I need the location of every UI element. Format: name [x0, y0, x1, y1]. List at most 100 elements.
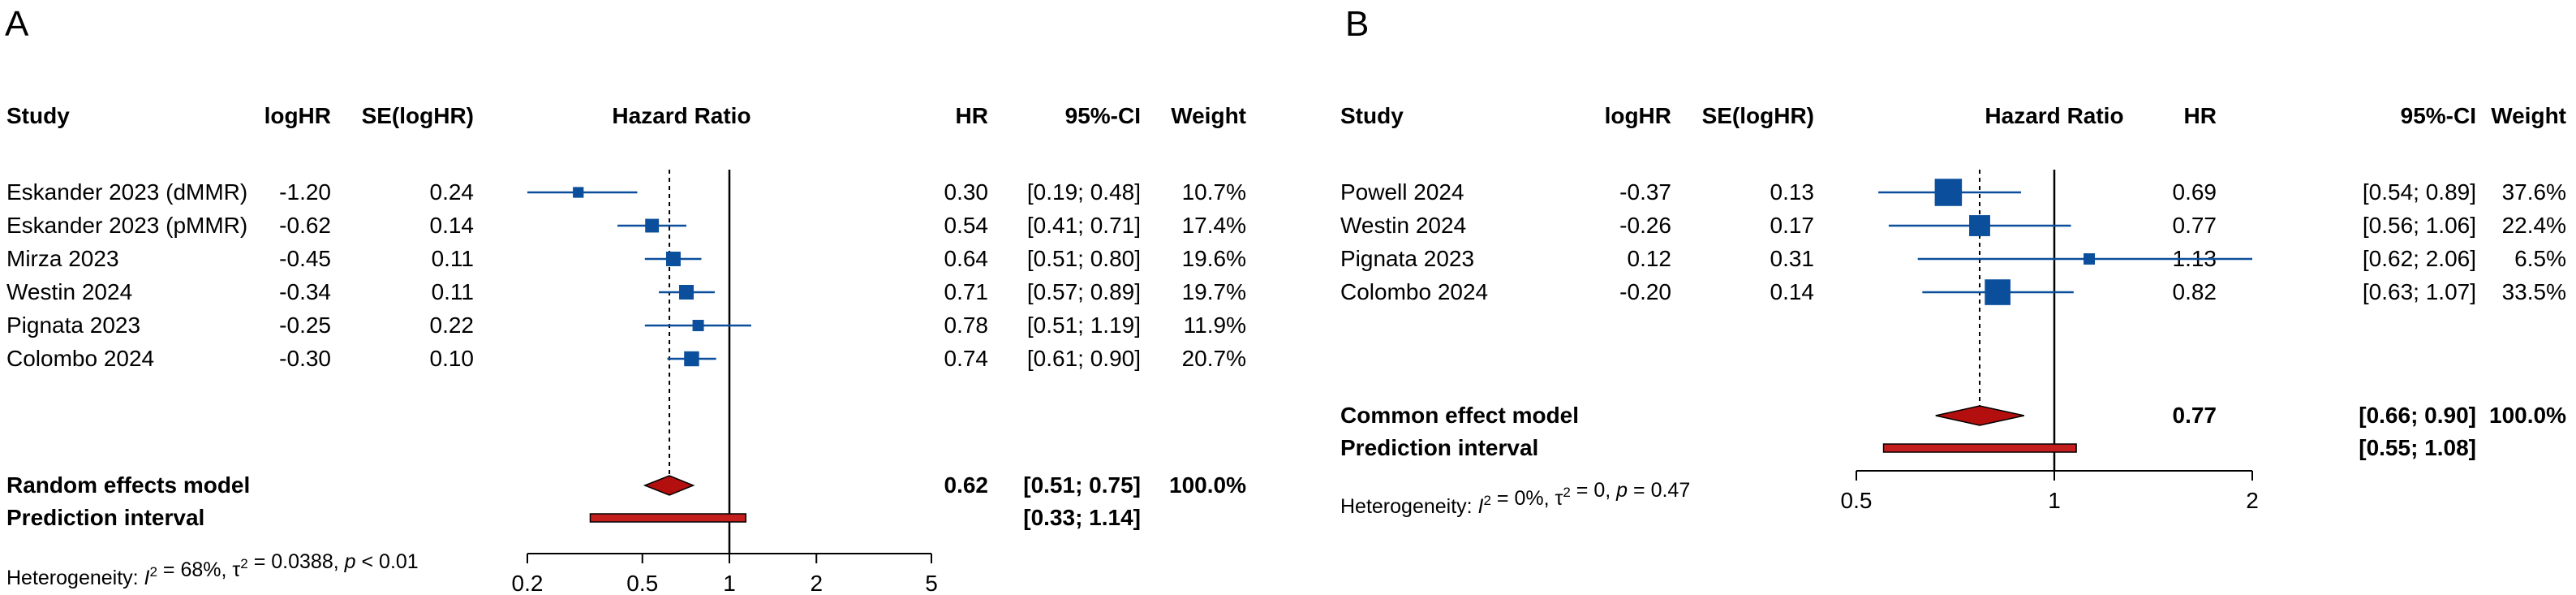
study-loghr: -0.26 [1619, 213, 1671, 238]
x-axis-tick-label: 0.5 [1841, 488, 1873, 513]
summary-diamond [1935, 405, 2025, 426]
panel-label: A [5, 4, 29, 44]
summary-diamond [643, 475, 695, 496]
study-effect-box [2084, 253, 2095, 265]
study-weight: 6.5% [2514, 246, 2566, 271]
header-study: Study [1340, 103, 1404, 128]
study-name: Eskander 2023 (dMMR) [6, 179, 247, 205]
study-name: Powell 2024 [1340, 179, 1464, 205]
study-hr: 0.82 [2173, 279, 2217, 304]
study-se: 0.22 [430, 313, 475, 338]
study-weight: 37.6% [2502, 179, 2566, 205]
study-ci: [0.19; 0.48] [1027, 179, 1141, 205]
study-hr: 0.78 [944, 313, 989, 338]
study-name: Mirza 2023 [6, 246, 119, 271]
header-weight: Weight [1171, 103, 1246, 128]
study-ci: [0.41; 0.71] [1027, 213, 1141, 238]
study-loghr: -0.45 [279, 246, 331, 271]
study-weight: 20.7% [1182, 346, 1246, 371]
summary-label: Random effects model [6, 472, 250, 498]
study-se: 0.11 [432, 246, 474, 271]
study-effect-box [684, 351, 699, 367]
forest-panel-b: B Study logHR SE(logHR) Hazard Ratio HR 95%-CI… [1340, 4, 2566, 518]
header-weight: Weight [2491, 103, 2566, 128]
study-loghr: -1.20 [279, 179, 331, 205]
tau-symbol: , τ [1544, 487, 1563, 510]
x-axis-tick-label: 0.2 [512, 571, 544, 595]
study-se: 0.31 [1770, 246, 1815, 271]
study-ci: [0.62; 2.06] [2363, 246, 2476, 271]
header-se-loghr: SE(logHR) [362, 103, 474, 128]
study-loghr: 0.12 [1628, 246, 1672, 271]
study-name: Eskander 2023 (pMMR) [6, 213, 247, 238]
study-loghr: -0.62 [279, 213, 331, 238]
equals-sign: = [1491, 487, 1515, 510]
study-weight: 22.4% [2502, 213, 2566, 238]
equals-sign: = [157, 558, 181, 581]
study-effect-box [679, 285, 695, 300]
x-axis-tick-label: 5 [925, 571, 938, 595]
heterogeneity-prefix: Heterogeneity: [6, 567, 144, 589]
study-weight: 10.7% [1182, 179, 1246, 205]
summary-ci: [0.66; 0.90] [2359, 403, 2476, 428]
prediction-ci: [0.55; 1.08] [2359, 435, 2476, 460]
tau2-value: 0.0388 [271, 550, 333, 573]
header-loghr: logHR [264, 103, 331, 128]
separator: , [333, 550, 345, 573]
study-loghr: -0.20 [1619, 279, 1671, 304]
study-ci: [0.56; 1.06] [2363, 213, 2476, 238]
study-effect-box [1985, 279, 2010, 305]
header-study: Study [6, 103, 70, 128]
header-hazard-ratio: Hazard Ratio [612, 103, 750, 128]
study-ci: [0.54; 0.89] [2363, 179, 2476, 205]
study-hr: 0.69 [2173, 179, 2217, 205]
study-ci: [0.51; 0.80] [1027, 246, 1141, 271]
p-value: = 0.47 [1628, 479, 1690, 502]
tau-superscript: 2 [240, 556, 247, 571]
study-se: 0.10 [430, 346, 475, 371]
study-hr: 0.71 [944, 279, 989, 304]
summary-hr: 0.62 [944, 472, 989, 498]
study-name: Westin 2024 [1340, 213, 1466, 238]
study-hr: 0.64 [944, 246, 989, 271]
summary-ci: [0.51; 0.75] [1023, 472, 1141, 498]
x-axis-tick-label: 2 [810, 571, 823, 595]
x-axis-tick-label: 1 [723, 571, 736, 595]
study-ci: [0.57; 0.89] [1027, 279, 1141, 304]
p-symbol: p [1615, 479, 1628, 502]
i2-value: 68% [180, 558, 221, 581]
study-name: Westin 2024 [6, 279, 132, 304]
header-hazard-ratio: Hazard Ratio [1985, 103, 2123, 128]
study-name: Pignata 2023 [1340, 246, 1474, 271]
study-loghr: -0.34 [279, 279, 331, 304]
study-loghr: -0.37 [1619, 179, 1671, 205]
study-weight: 17.4% [1182, 213, 1246, 238]
study-se: 0.13 [1770, 179, 1815, 205]
heterogeneity-prefix: Heterogeneity: [1340, 495, 1478, 518]
i2-value: 0% [1514, 487, 1543, 510]
prediction-bar [1882, 443, 2077, 453]
study-weight: 11.9% [1184, 313, 1246, 338]
study-ci: [0.61; 0.90] [1027, 346, 1141, 371]
header-se-loghr: SE(logHR) [1702, 103, 1814, 128]
study-ci: [0.51; 1.19] [1027, 313, 1141, 338]
study-se: 0.24 [430, 179, 475, 205]
study-se: 0.17 [1770, 213, 1815, 238]
study-hr: 0.74 [944, 346, 989, 371]
summary-weight: 100.0% [1169, 472, 1246, 498]
study-weight: 33.5% [2502, 279, 2566, 304]
i2-symbol: I [144, 567, 150, 589]
study-ci: [0.63; 1.07] [2363, 279, 2476, 304]
study-hr: 0.30 [944, 179, 989, 205]
heterogeneity-text: Heterogeneity: I2 = 0%, τ2 = 0, p = 0.47 [1340, 479, 1690, 518]
prediction-ci: [0.33; 1.14] [1023, 505, 1141, 530]
study-se: 0.14 [1770, 279, 1815, 304]
header-hr: HR [956, 103, 988, 128]
study-hr: 0.77 [2173, 213, 2217, 238]
x-axis-tick-label: 0.5 [626, 571, 658, 595]
study-effect-box [645, 218, 660, 233]
tau-symbol: , τ [221, 558, 241, 581]
study-effect-box [665, 252, 681, 266]
separator: , [1605, 479, 1616, 502]
